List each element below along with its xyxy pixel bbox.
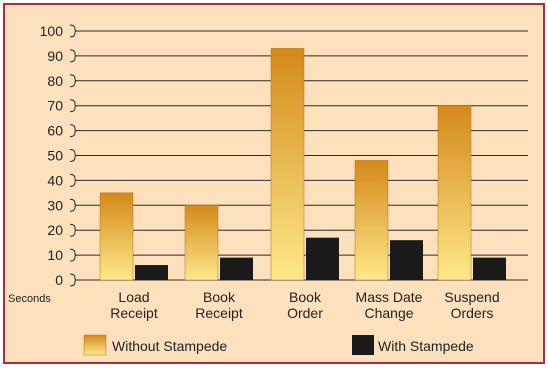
y-tick-brace bbox=[69, 198, 79, 212]
y-tick-brace bbox=[69, 24, 79, 38]
legend-label-with-stampede: With Stampede bbox=[378, 338, 474, 354]
legend: Without Stampede With Stampede bbox=[83, 334, 474, 356]
y-tick-label: 50 bbox=[47, 148, 63, 164]
legend-label-without-stampede: Without Stampede bbox=[112, 338, 227, 354]
bars bbox=[99, 48, 506, 281]
labels: 0 10 20 30 40 50 60 70 80 90 100 Seconds Load Receipt… bbox=[8, 23, 500, 321]
x-tick-label: Mass Date Change bbox=[356, 289, 423, 321]
x-tick-label: Suspend Orders bbox=[444, 289, 499, 321]
y-tick-label: 90 bbox=[47, 48, 63, 64]
y-tick-brace bbox=[69, 74, 79, 88]
y-tick-label: 100 bbox=[40, 23, 64, 39]
y-tick-label: 30 bbox=[47, 197, 63, 213]
bar-with-stampede bbox=[220, 257, 253, 280]
bar-without-stampede bbox=[437, 105, 472, 281]
y-tick-brace bbox=[69, 124, 79, 138]
bar-with-stampede bbox=[390, 240, 423, 280]
y-tick-brace bbox=[69, 149, 79, 162]
bar-with-stampede bbox=[306, 237, 339, 280]
y-tick-brace bbox=[69, 173, 79, 187]
bar-without-stampede bbox=[99, 192, 134, 281]
bar-without-stampede bbox=[184, 205, 219, 281]
y-tick-label: 20 bbox=[47, 222, 63, 238]
y-tick-label: 60 bbox=[47, 123, 63, 139]
x-tick-label: Load Receipt bbox=[110, 289, 158, 321]
y-axis-label: Seconds bbox=[8, 293, 51, 305]
legend-swatch-without-stampede bbox=[83, 334, 107, 356]
y-tick-label: 80 bbox=[47, 73, 63, 89]
bar-without-stampede bbox=[354, 160, 389, 281]
x-tick-label: Book Receipt bbox=[195, 289, 243, 321]
y-tick-brace bbox=[69, 99, 79, 113]
y-tick-brace bbox=[69, 248, 79, 262]
y-tick-brace bbox=[69, 223, 79, 237]
y-tick-label: 70 bbox=[47, 98, 63, 114]
y-tick-brace bbox=[69, 273, 79, 287]
y-tick-label: 0 bbox=[55, 272, 63, 288]
y-tick-label: 40 bbox=[47, 172, 63, 188]
y-tick-brace bbox=[69, 49, 79, 63]
bar-with-stampede bbox=[473, 257, 506, 280]
x-tick-label: Book Order bbox=[287, 289, 323, 321]
bar-with-stampede bbox=[135, 265, 168, 280]
legend-swatch-with-stampede bbox=[352, 335, 374, 355]
bar-without-stampede bbox=[270, 48, 305, 281]
y-tick-label: 10 bbox=[47, 247, 63, 263]
